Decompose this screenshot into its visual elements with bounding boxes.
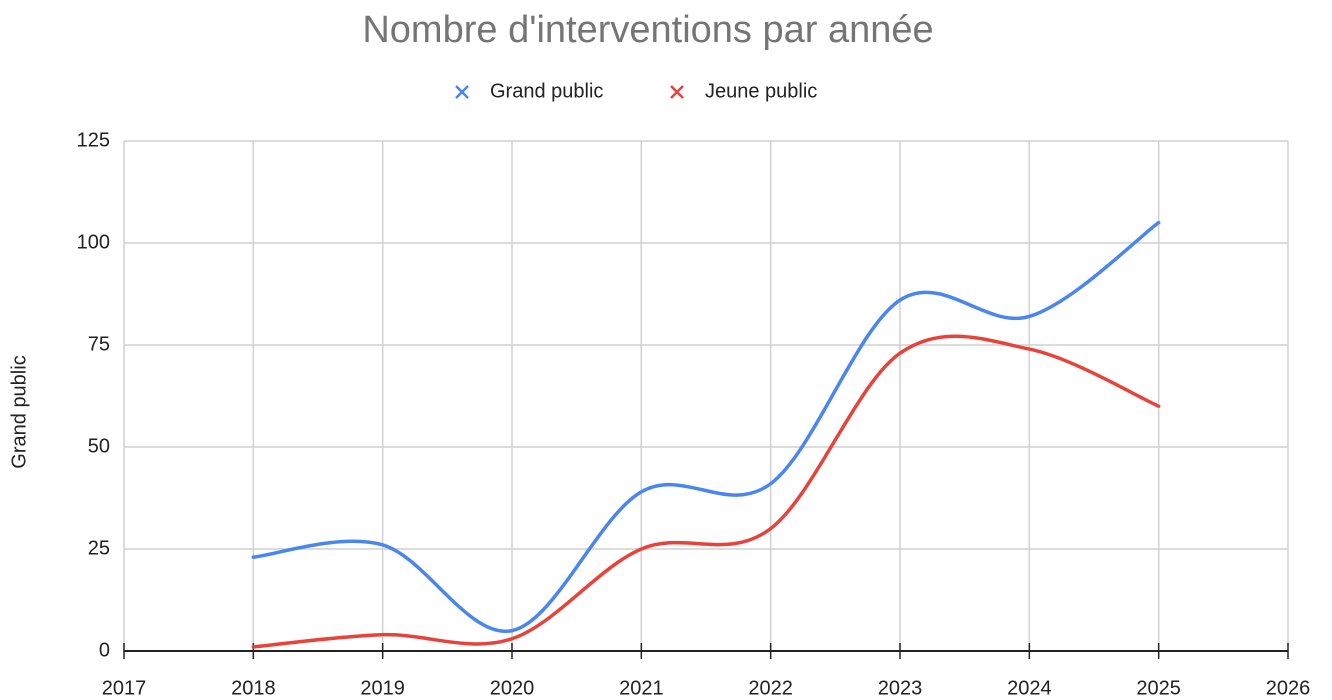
x-tick-label: 2021 <box>619 677 664 699</box>
series-line <box>251 334 1161 649</box>
x-tick-label: 2018 <box>231 677 276 699</box>
series-line <box>251 220 1161 633</box>
x-tick-label: 2017 <box>102 677 147 699</box>
y-tick-label: 100 <box>77 231 110 253</box>
legend-label: Jeune public <box>705 80 817 102</box>
y-tick-label: 0 <box>99 639 110 661</box>
legend-label: Grand public <box>490 80 603 102</box>
y-tick-label: 125 <box>77 129 110 151</box>
y-axis-label: Grand public <box>8 355 30 468</box>
x-tick-label: 2025 <box>1136 677 1181 699</box>
x-tick-label: 2019 <box>360 677 405 699</box>
y-tick-label: 25 <box>88 537 110 559</box>
legend-marker <box>455 85 469 99</box>
chart-title: Nombre d'interventions par année <box>362 9 933 51</box>
legend-marker <box>670 85 684 99</box>
x-tick-label: 2023 <box>878 677 923 699</box>
x-tick-label: 2024 <box>1007 677 1052 699</box>
y-tick-label: 50 <box>88 435 110 457</box>
y-tick-label: 75 <box>88 333 110 355</box>
x-tick-label: 2020 <box>490 677 535 699</box>
x-tick-label: 2026 <box>1266 677 1311 699</box>
x-tick-label: 2022 <box>748 677 793 699</box>
